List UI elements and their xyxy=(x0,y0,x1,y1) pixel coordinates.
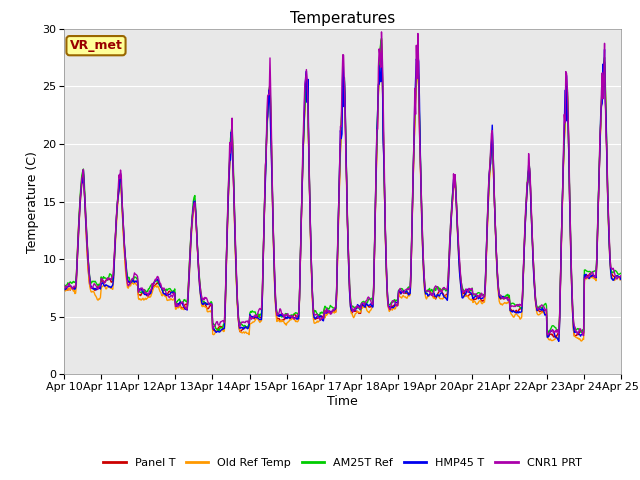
Old Ref Temp xyxy=(411,120,419,126)
Text: VR_met: VR_met xyxy=(70,39,122,52)
HMP45 T xyxy=(617,276,625,282)
AM25T Ref xyxy=(378,36,385,41)
Y-axis label: Temperature (C): Temperature (C) xyxy=(26,151,40,252)
Title: Temperatures: Temperatures xyxy=(290,11,395,26)
Panel T xyxy=(378,37,385,43)
Line: HMP45 T: HMP45 T xyxy=(64,49,621,341)
Panel T xyxy=(428,290,435,296)
CNR1 PRT xyxy=(70,283,78,289)
CNR1 PRT xyxy=(60,282,68,288)
Line: AM25T Ref: AM25T Ref xyxy=(64,38,621,333)
AM25T Ref xyxy=(544,330,552,336)
Old Ref Temp xyxy=(70,287,78,293)
Panel T xyxy=(550,334,558,340)
CNR1 PRT xyxy=(214,319,221,324)
Old Ref Temp xyxy=(60,287,68,292)
HMP45 T xyxy=(555,338,563,344)
Panel T xyxy=(617,274,625,279)
Line: Old Ref Temp: Old Ref Temp xyxy=(64,44,621,341)
Panel T xyxy=(60,285,68,291)
AM25T Ref xyxy=(411,110,419,116)
CNR1 PRT xyxy=(411,85,419,91)
CNR1 PRT xyxy=(184,295,192,300)
AM25T Ref xyxy=(60,284,68,289)
Old Ref Temp xyxy=(428,290,435,296)
HMP45 T xyxy=(410,137,418,143)
Panel T xyxy=(184,293,192,299)
HMP45 T xyxy=(70,286,78,292)
CNR1 PRT xyxy=(378,29,385,35)
Old Ref Temp xyxy=(378,41,385,47)
Panel T xyxy=(411,117,419,122)
HMP45 T xyxy=(426,291,434,297)
AM25T Ref xyxy=(184,292,192,298)
AM25T Ref xyxy=(617,270,625,276)
AM25T Ref xyxy=(127,279,135,285)
HMP45 T xyxy=(60,286,68,292)
Panel T xyxy=(214,325,221,331)
Legend: Panel T, Old Ref Temp, AM25T Ref, HMP45 T, CNR1 PRT: Panel T, Old Ref Temp, AM25T Ref, HMP45 … xyxy=(99,454,586,472)
X-axis label: Time: Time xyxy=(327,395,358,408)
AM25T Ref xyxy=(70,279,78,285)
AM25T Ref xyxy=(428,288,435,294)
HMP45 T xyxy=(184,299,192,304)
Old Ref Temp xyxy=(617,277,625,283)
CNR1 PRT xyxy=(127,277,135,283)
CNR1 PRT xyxy=(428,292,435,298)
CNR1 PRT xyxy=(580,333,588,338)
Old Ref Temp xyxy=(184,299,192,304)
HMP45 T xyxy=(127,279,135,285)
Old Ref Temp xyxy=(577,338,585,344)
HMP45 T xyxy=(601,47,609,52)
Old Ref Temp xyxy=(214,326,221,332)
CNR1 PRT xyxy=(617,273,625,279)
Panel T xyxy=(70,285,78,291)
Line: CNR1 PRT: CNR1 PRT xyxy=(64,32,621,336)
Panel T xyxy=(127,280,135,286)
HMP45 T xyxy=(214,328,221,334)
Old Ref Temp xyxy=(127,280,135,286)
Line: Panel T: Panel T xyxy=(64,40,621,337)
AM25T Ref xyxy=(214,327,221,333)
